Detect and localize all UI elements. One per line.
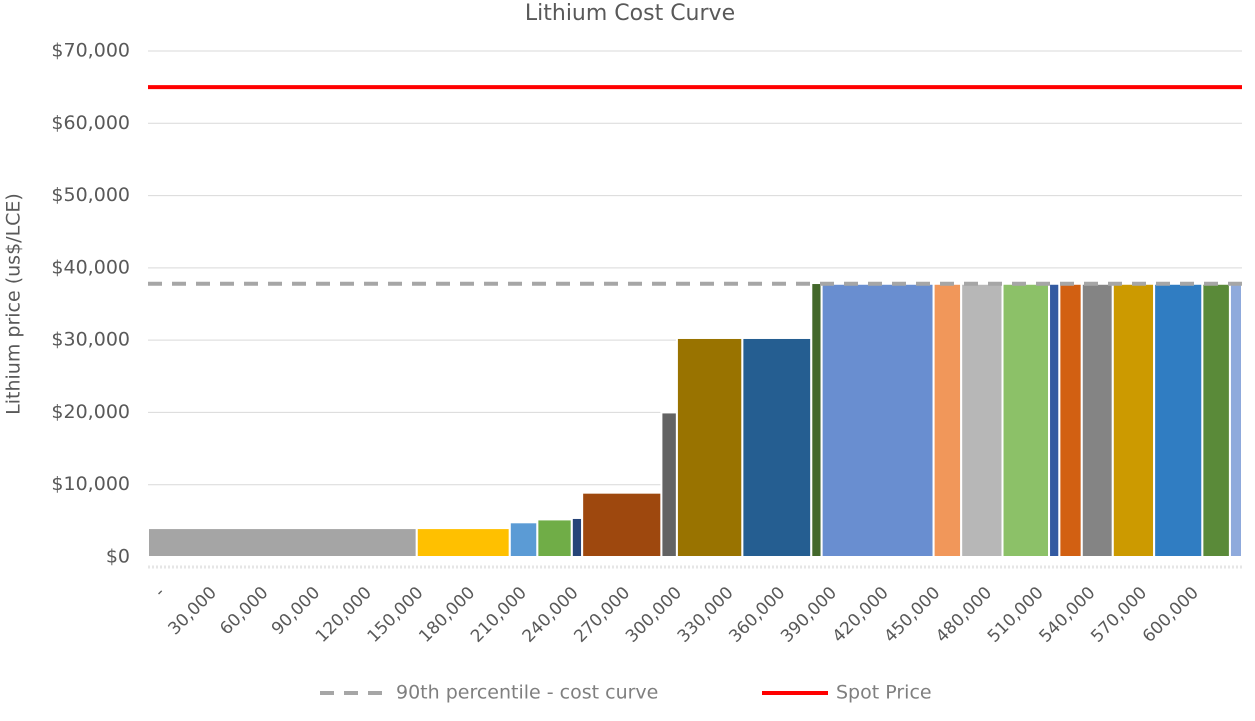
x-tick-label: 420,000 bbox=[829, 583, 893, 647]
y-tick-label: $60,000 bbox=[51, 112, 130, 134]
chart-title: Lithium Cost Curve bbox=[525, 1, 735, 26]
y-tick-label: $0 bbox=[106, 546, 130, 568]
bar bbox=[820, 282, 935, 558]
x-tick-label: 600,000 bbox=[1139, 583, 1203, 647]
bar bbox=[675, 336, 744, 558]
legend-label: Spot Price bbox=[836, 682, 932, 704]
y-axis-title: Lithium price (us$/LCE) bbox=[3, 193, 25, 415]
x-tick-label: 270,000 bbox=[570, 583, 634, 647]
y-tick-label: $70,000 bbox=[51, 40, 130, 62]
x-tick-label: - bbox=[151, 583, 169, 601]
y-tick-label: $10,000 bbox=[51, 473, 130, 495]
bar bbox=[1048, 282, 1061, 558]
y-tick-label: $30,000 bbox=[51, 329, 130, 351]
x-tick-label: 480,000 bbox=[932, 583, 996, 647]
x-tick-label: 180,000 bbox=[415, 583, 479, 647]
bar bbox=[508, 521, 539, 558]
x-tick-label: 150,000 bbox=[364, 583, 428, 647]
bar bbox=[1001, 282, 1051, 558]
x-tick-label: 510,000 bbox=[984, 583, 1048, 647]
bar bbox=[1228, 282, 1242, 558]
y-tick-label: $20,000 bbox=[51, 401, 130, 423]
bar bbox=[148, 527, 418, 558]
x-tick-label: 330,000 bbox=[674, 583, 738, 647]
bar bbox=[581, 491, 663, 558]
bar bbox=[741, 336, 813, 558]
bar bbox=[932, 282, 963, 558]
y-tick-label: $50,000 bbox=[51, 184, 130, 206]
bar bbox=[810, 282, 823, 558]
x-tick-label: 60,000 bbox=[216, 583, 272, 639]
bar bbox=[1058, 282, 1083, 558]
bar bbox=[415, 527, 511, 558]
x-tick-label: 210,000 bbox=[467, 583, 531, 647]
legend-label: 90th percentile - cost curve bbox=[396, 682, 658, 704]
y-tick-label: $40,000 bbox=[51, 256, 130, 278]
x-tick-label: 240,000 bbox=[519, 583, 583, 647]
bar bbox=[1201, 282, 1231, 558]
x-tick-label: 540,000 bbox=[1036, 583, 1100, 647]
bars bbox=[148, 282, 1242, 559]
x-tick-label: 390,000 bbox=[777, 583, 841, 647]
bar bbox=[536, 518, 573, 559]
x-tick-label: 570,000 bbox=[1087, 583, 1151, 647]
bar bbox=[660, 411, 678, 558]
x-tick-label: 30,000 bbox=[165, 583, 221, 639]
x-tick-label: 360,000 bbox=[725, 583, 789, 647]
bar bbox=[570, 516, 584, 558]
bar bbox=[1111, 282, 1156, 558]
bar bbox=[960, 282, 1004, 558]
bar bbox=[1080, 282, 1114, 558]
x-tick-label: 120,000 bbox=[312, 583, 376, 647]
x-tick-label: 300,000 bbox=[622, 583, 686, 647]
x-tick-label: 450,000 bbox=[880, 583, 944, 647]
bar bbox=[1153, 282, 1204, 558]
